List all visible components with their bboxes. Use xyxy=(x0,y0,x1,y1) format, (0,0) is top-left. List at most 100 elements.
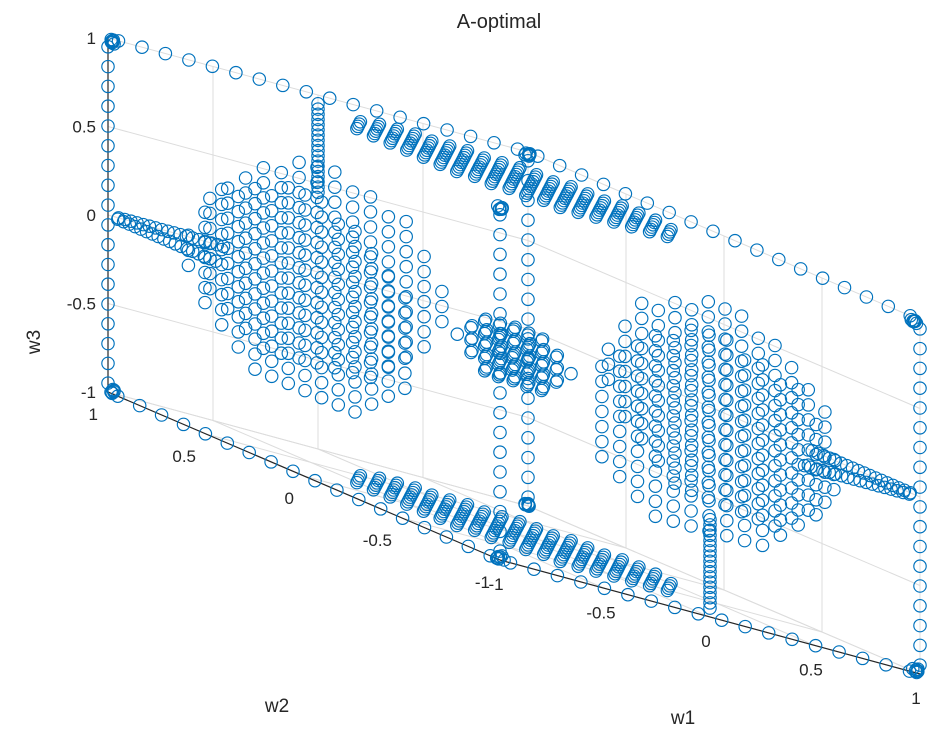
data-point xyxy=(651,424,666,438)
data-point xyxy=(248,362,262,376)
data-point xyxy=(198,220,212,235)
data-point xyxy=(214,242,229,257)
data-point xyxy=(281,361,296,376)
data-point xyxy=(398,366,412,380)
data-point xyxy=(311,102,325,116)
data-point xyxy=(701,355,716,369)
data-point xyxy=(381,225,396,239)
data-point xyxy=(595,434,609,449)
data-point xyxy=(381,299,396,313)
data-point xyxy=(274,346,289,360)
data-point xyxy=(389,478,403,493)
data-point xyxy=(274,331,289,345)
data-point xyxy=(632,206,646,220)
data-point xyxy=(101,297,115,311)
data-point xyxy=(101,178,115,193)
y-tick-label: 0.5 xyxy=(172,447,196,466)
data-point xyxy=(913,599,927,613)
data-point xyxy=(612,454,627,469)
data-point xyxy=(435,284,449,299)
z-axis-label: w3 xyxy=(24,330,45,355)
data-point xyxy=(612,439,627,454)
data-point xyxy=(702,524,716,538)
data-point xyxy=(198,205,212,220)
data-point xyxy=(720,498,734,513)
data-point xyxy=(720,363,734,377)
data-point xyxy=(734,309,749,323)
data-point xyxy=(684,504,698,518)
data-point xyxy=(801,443,816,457)
data-point xyxy=(104,32,118,47)
data-point xyxy=(809,417,823,432)
data-point xyxy=(310,310,324,325)
data-point xyxy=(328,300,342,315)
data-point xyxy=(574,575,588,589)
data-point xyxy=(684,378,699,392)
data-point xyxy=(461,539,476,554)
data-point xyxy=(276,78,290,93)
data-point xyxy=(328,240,342,255)
data-point xyxy=(801,488,816,502)
data-point xyxy=(345,290,360,305)
data-point xyxy=(859,475,874,490)
data-point xyxy=(116,214,131,229)
data-point xyxy=(198,427,213,441)
data-point xyxy=(469,521,483,535)
z-tick-label: -1 xyxy=(81,383,96,402)
data-point xyxy=(416,150,431,164)
data-point xyxy=(734,399,749,414)
data-point xyxy=(879,658,893,672)
data-point xyxy=(703,570,717,584)
data-point xyxy=(328,345,342,360)
data-point xyxy=(135,40,149,54)
data-point xyxy=(818,435,832,449)
data-point xyxy=(229,65,243,80)
data-point xyxy=(198,234,212,249)
data-point xyxy=(256,251,271,265)
data-point xyxy=(154,222,169,237)
data-point xyxy=(913,559,927,573)
data-point xyxy=(801,458,816,472)
data-point xyxy=(181,258,196,273)
data-point xyxy=(311,154,325,168)
data-point xyxy=(634,311,649,326)
data-point xyxy=(552,158,567,173)
data-point xyxy=(630,429,645,444)
data-point xyxy=(703,564,717,579)
data-point xyxy=(197,249,212,264)
data-point xyxy=(345,365,360,380)
data-point xyxy=(618,364,632,379)
data-point xyxy=(612,364,627,378)
data-point xyxy=(416,504,431,518)
data-point xyxy=(231,204,246,219)
data-point xyxy=(369,124,383,138)
data-point xyxy=(352,117,366,131)
data-point xyxy=(292,291,306,305)
data-point xyxy=(256,221,271,235)
data-point xyxy=(784,466,799,480)
chart-title: A-optimal xyxy=(457,11,541,33)
y-axis-line xyxy=(107,391,501,561)
data-point xyxy=(612,394,627,409)
data-point xyxy=(550,568,565,583)
data-point xyxy=(348,299,362,314)
data-point xyxy=(264,234,279,248)
data-point xyxy=(668,461,682,475)
data-point xyxy=(220,436,235,450)
data-point xyxy=(612,349,627,363)
data-point xyxy=(264,249,279,263)
data-point xyxy=(808,638,823,653)
data-point xyxy=(328,315,342,330)
grid-line xyxy=(527,151,921,321)
data-point xyxy=(101,119,115,133)
data-point xyxy=(495,156,509,170)
data-point xyxy=(238,276,253,291)
data-point xyxy=(521,490,535,504)
data-point xyxy=(440,123,454,137)
data-point xyxy=(734,429,749,444)
data-point xyxy=(310,356,324,370)
data-point xyxy=(630,489,645,504)
data-point xyxy=(648,494,663,509)
data-point xyxy=(381,330,396,344)
data-point xyxy=(328,210,342,225)
